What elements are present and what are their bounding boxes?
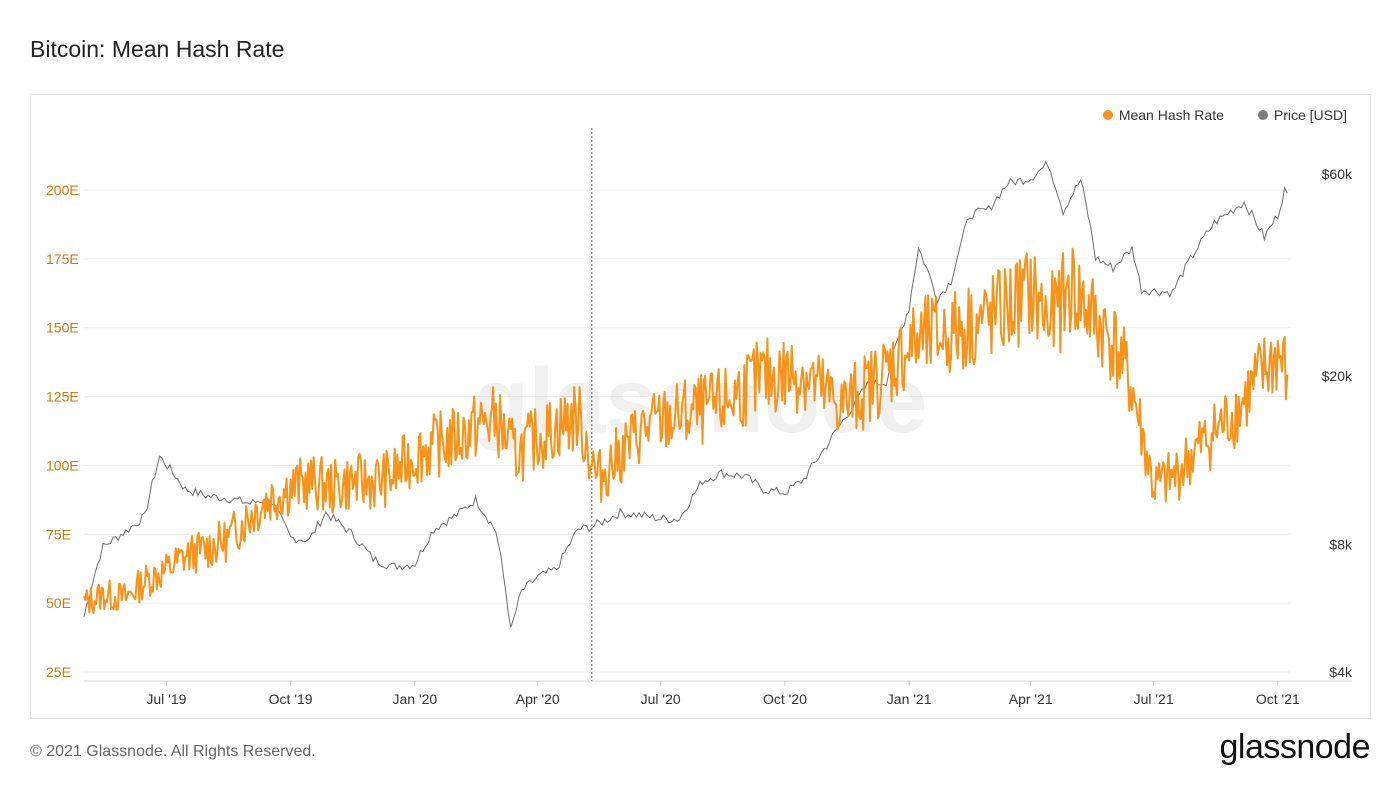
chart-legend: Mean Hash Rate Price [USD] [1102, 107, 1347, 123]
glassnode-logo[interactable]: glassnode [1219, 728, 1370, 766]
legend-label-hash-rate: Mean Hash Rate [1118, 107, 1224, 123]
x-tick-label: Oct '21 [1256, 691, 1300, 707]
legend-label-price: Price [USD] [1273, 107, 1347, 123]
y-right-tick-label: $20k [1322, 368, 1353, 384]
x-tick-label: Jul '20 [641, 691, 681, 707]
legend-dot-price [1257, 110, 1268, 120]
y-left-tick-label: 200E [46, 182, 79, 198]
x-tick-label: Oct '20 [763, 691, 807, 707]
legend-item-price[interactable]: Price [USD] [1257, 107, 1347, 123]
legend-dot-hash-rate [1102, 110, 1113, 120]
y-left-tick-label: 100E [46, 457, 79, 473]
x-tick-label: Jan '20 [393, 691, 438, 707]
price-line [83, 160, 1288, 628]
legend-item-hash-rate[interactable]: Mean Hash Rate [1102, 107, 1224, 123]
x-tick-label: Jul '21 [1134, 691, 1174, 707]
x-tick-label: Jul '19 [146, 691, 186, 707]
x-tick-label: Oct '19 [269, 691, 313, 707]
chart-title: Bitcoin: Mean Hash Rate [30, 36, 285, 62]
y-right-tick-label: $60k [1322, 166, 1353, 182]
x-tick-label: Jan '21 [887, 691, 932, 707]
x-tick-label: Apr '21 [1009, 691, 1053, 707]
hash-rate-line [83, 247, 1289, 614]
y-left-tick-label: 50E [46, 595, 71, 611]
y-left-tick-label: 150E [46, 320, 79, 336]
y-right-tick-label: $8k [1329, 537, 1353, 553]
y-left-tick-label: 75E [46, 526, 71, 542]
copyright-footer: © 2021 Glassnode. All Rights Reserved. [30, 743, 316, 760]
y-left-tick-label: 125E [46, 389, 79, 405]
y-right-tick-label: $4k [1329, 664, 1353, 680]
y-left-tick-label: 175E [46, 251, 79, 267]
x-tick-label: Apr '20 [516, 691, 560, 707]
y-left-tick-label: 25E [46, 664, 71, 680]
